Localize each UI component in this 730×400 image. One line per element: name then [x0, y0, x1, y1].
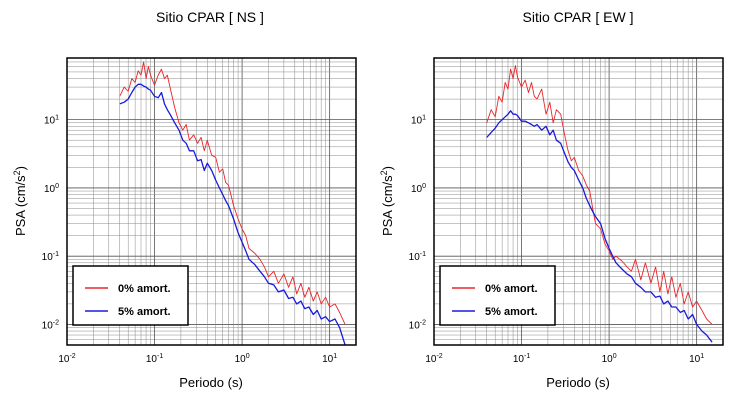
x-tick-label: 10-2: [425, 353, 442, 365]
y-tick-label: 10-1: [409, 251, 426, 263]
y-tick-label: 100: [411, 183, 426, 195]
x-tick-label: 10-1: [146, 353, 163, 365]
x-tick-label: 101: [322, 353, 337, 365]
series-line-0pct-ns: [119, 61, 346, 325]
plot-frame-ew: [433, 57, 724, 346]
y-tick-label: 10-1: [42, 251, 59, 263]
legend-ew: 0% amort. 5% amort.: [439, 265, 556, 326]
tick-labels-ew: 10-2 10-1 100 101 10-2 10-1 100 101: [409, 115, 705, 365]
legend-box-ns: [72, 265, 189, 326]
x-tick-label: 10-2: [58, 353, 75, 365]
series-lines-ns: [119, 61, 346, 346]
chart-title-ew: Sitio CPAR [ EW ]: [523, 9, 634, 25]
x-axis-label-ns: Periodo (s): [179, 375, 243, 390]
y-tick-label: 101: [411, 115, 426, 127]
legend-ns: 0% amort. 5% amort.: [72, 265, 189, 326]
chart-panel-ew: Sitio CPAR [ EW ] 10-2 10-1 100 101 10-2 10-1…: [379, 9, 724, 390]
legend-label-0pct-ew: 0% amort.: [485, 283, 538, 295]
y-axis-label-ew: PSA (cm/s2): [379, 166, 395, 236]
y-tick-label: 100: [44, 183, 59, 195]
x-tick-label: 100: [602, 353, 617, 365]
x-tick-label: 101: [689, 353, 704, 365]
y-tick-label: 10-2: [42, 319, 59, 331]
legend-label-5pct-ns: 5% amort.: [118, 306, 171, 318]
series-line-0pct-ew: [486, 65, 713, 325]
series-line-5pct-ew: [486, 110, 713, 343]
tick-labels-ns: 10-2 10-1 100 101 10-2 10-1 100 101: [42, 115, 338, 365]
x-axis-label-ew: Periodo (s): [546, 375, 610, 390]
series-lines-ew: [486, 65, 713, 343]
legend-label-5pct-ew: 5% amort.: [485, 306, 538, 318]
legend-label-0pct-ns: 0% amort.: [118, 283, 171, 295]
y-tick-label: 10-2: [409, 319, 426, 331]
x-tick-label: 10-1: [513, 353, 530, 365]
chart-title-ns: Sitio CPAR [ NS ]: [156, 9, 264, 25]
legend-box-ew: [439, 265, 556, 326]
y-tick-label: 101: [44, 115, 59, 127]
plot-frame-ns: [66, 57, 357, 346]
chart-panel-ns: Sitio CPAR [ NS ] 10-2 10-1 100 101 10-2 10-1…: [12, 9, 357, 390]
x-tick-label: 100: [235, 353, 250, 365]
y-axis-label-ns: PSA (cm/s2): [12, 166, 28, 236]
series-line-5pct-ns: [119, 83, 346, 346]
